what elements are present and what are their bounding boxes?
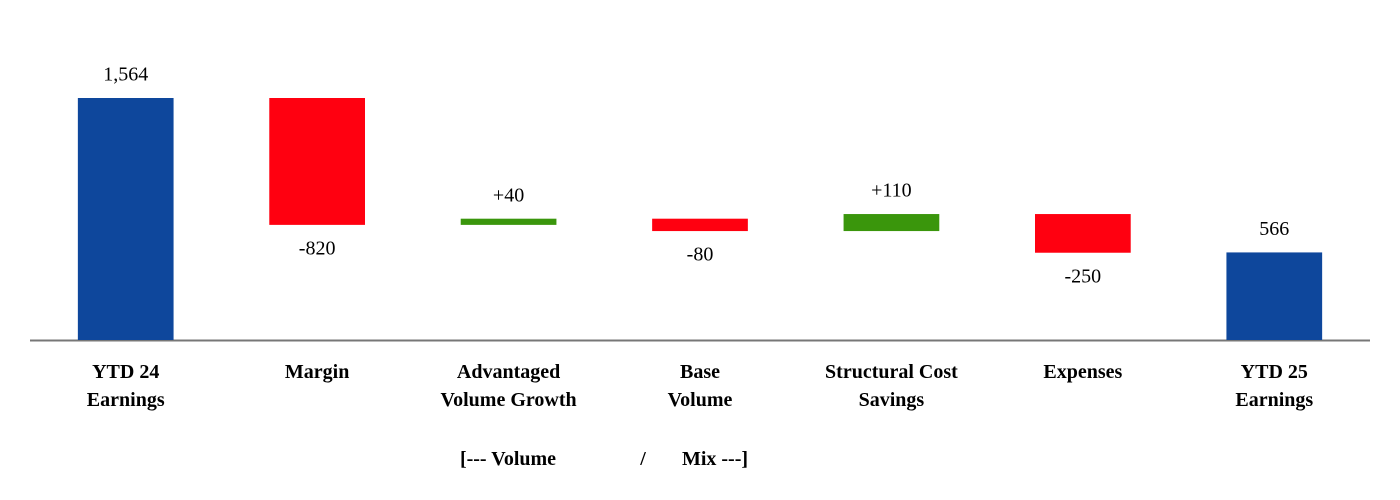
value-label: 1,564 — [103, 64, 148, 86]
bar — [652, 218, 748, 232]
x-tick-label-line: Savings — [859, 389, 925, 411]
x-tick-label: Advantaged Volume Growth — [441, 361, 577, 411]
x-tick-label-line: Volume — [668, 389, 733, 411]
value-label: -250 — [1065, 265, 1102, 287]
x-tick-label: Margin — [285, 361, 349, 383]
value-label: 566 — [1259, 218, 1289, 240]
x-tick-label-line: YTD 25 — [1241, 361, 1308, 383]
bar — [1035, 214, 1131, 253]
bar — [77, 98, 174, 340]
annotation: Mix ---] — [682, 448, 748, 470]
x-tick-label: Base Volume — [668, 361, 733, 411]
value-label: +110 — [871, 180, 912, 202]
x-tick-label: YTD 25 Earnings — [1235, 361, 1313, 411]
x-tick-label: Expenses — [1043, 361, 1122, 383]
annotation: / — [639, 448, 646, 470]
x-tick-label-line: Base — [680, 361, 720, 383]
x-tick-label-line: Volume Growth — [441, 389, 577, 411]
value-label: -820 — [299, 237, 336, 259]
bar — [269, 98, 365, 225]
x-tick-label-line: Expenses — [1043, 361, 1122, 383]
value-label: +40 — [493, 184, 524, 206]
x-tick-label: YTD 24 Earnings — [87, 361, 165, 411]
x-tick-label-line: YTD 24 — [92, 361, 159, 383]
x-tick-label-line: Structural Cost — [825, 361, 958, 383]
x-tick-label: Structural Cost Savings — [825, 361, 958, 411]
value-label: -80 — [687, 244, 714, 266]
bar — [843, 214, 940, 232]
x-tick-label-line: Advantaged — [457, 361, 560, 383]
bar — [1226, 252, 1323, 340]
x-tick-label-line: Earnings — [1235, 389, 1313, 411]
x-tick-label-line: Margin — [285, 361, 349, 383]
x-tick-label-line: Earnings — [87, 389, 165, 411]
bar — [460, 218, 557, 225]
annotation: [--- Volume — [460, 448, 556, 470]
